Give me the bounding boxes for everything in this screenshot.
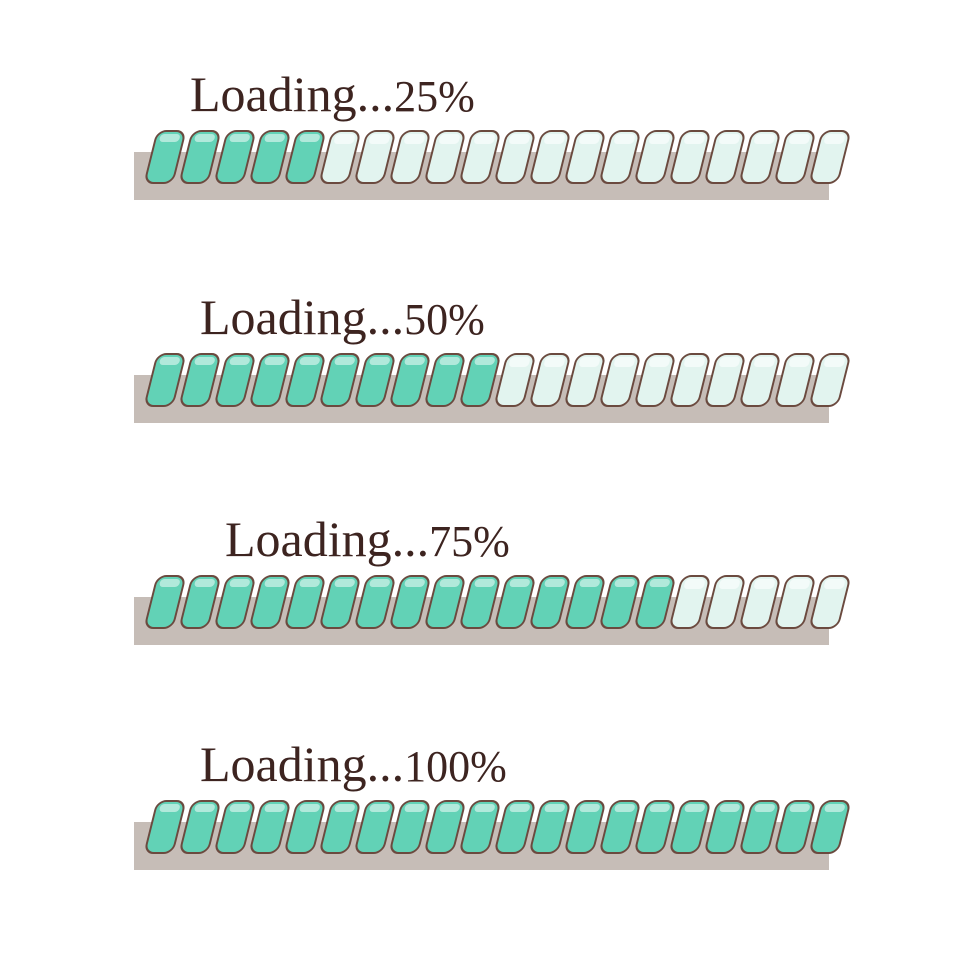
progress-segment-empty	[808, 353, 851, 407]
progress-bar-50	[150, 353, 845, 407]
loading-label-prefix: Loading...	[225, 511, 429, 567]
progress-bar-25	[150, 130, 845, 184]
loading-label-prefix: Loading...	[200, 736, 404, 792]
loading-label-percent: 100%	[404, 742, 507, 791]
loading-bars-infographic: Loading...25%Loading...50%Loading...75%L…	[0, 0, 980, 980]
loading-label-prefix: Loading...	[200, 289, 404, 345]
progress-segment-empty	[808, 130, 851, 184]
progress-bar-75	[150, 575, 845, 629]
loading-label-50: Loading...50%	[200, 288, 485, 346]
progress-bar-100	[150, 800, 845, 854]
loading-label-100: Loading...100%	[200, 735, 507, 793]
loading-label-25: Loading...25%	[190, 65, 475, 123]
loading-label-prefix: Loading...	[190, 66, 394, 122]
progress-segment-filled	[808, 800, 851, 854]
loading-label-percent: 25%	[394, 72, 475, 121]
loading-label-percent: 50%	[404, 295, 485, 344]
loading-label-percent: 75%	[429, 517, 510, 566]
loading-label-75: Loading...75%	[225, 510, 510, 568]
progress-segment-empty	[808, 575, 851, 629]
